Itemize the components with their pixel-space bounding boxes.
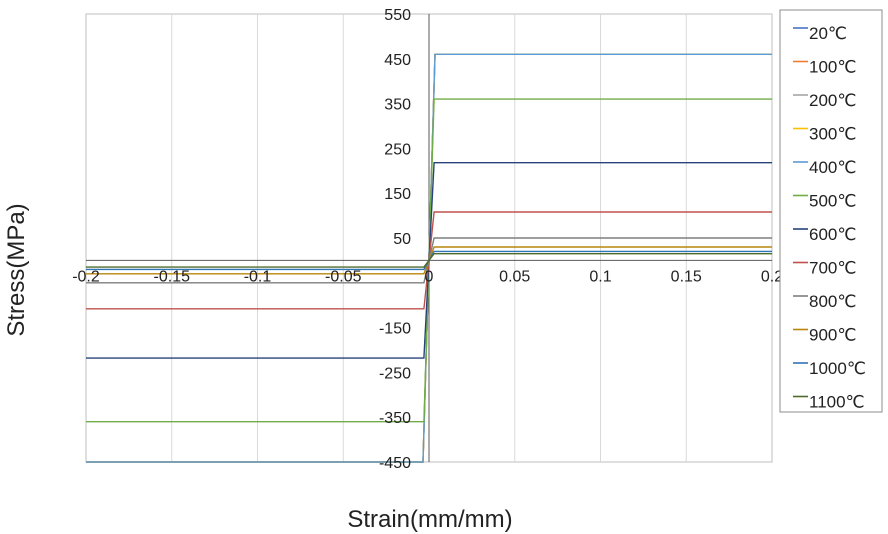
x-tick-label: -0.1 [244, 268, 272, 285]
legend-entry: 700℃ [809, 259, 856, 278]
tick-labels: -0.2 -0.15 -0.1 -0.05 0 0.05 0.1 0.15 0.2 -450 -35… [72, 7, 783, 472]
x-tick-label: -0.15 [154, 268, 191, 285]
y-tick-label: 50 [393, 231, 411, 248]
legend-entry: 200℃ [809, 91, 856, 110]
legend-entry: 1000℃ [809, 359, 866, 378]
legend-entry: 900℃ [809, 326, 856, 345]
y-tick-label: 250 [384, 141, 411, 158]
y-tick-label: 450 [384, 52, 411, 69]
legend-entry: 400℃ [809, 158, 856, 177]
legend: 20℃ 100℃ 200℃ 300℃ 400℃ 500℃ 600℃ 700℃ 800℃ 900℃ 1… [793, 24, 866, 412]
legend-entry: 20℃ [809, 24, 847, 43]
legend-entry: 300℃ [809, 125, 856, 144]
x-tick-label: 0 [425, 268, 434, 285]
legend-entry: 600℃ [809, 225, 856, 244]
legend-entry: 800℃ [809, 292, 856, 311]
x-tick-label: 0.1 [589, 268, 611, 285]
y-tick-label: -450 [379, 455, 411, 472]
x-tick-label: 0.15 [671, 268, 702, 285]
y-tick-label: -250 [379, 365, 411, 382]
legend-box [779, 9, 883, 413]
x-tick-label: -0.2 [72, 268, 100, 285]
series-line-11 [86, 252, 772, 268]
series-lines [86, 53, 772, 463]
y-tick-label: 350 [384, 97, 411, 114]
y-tick-label: 550 [384, 7, 411, 24]
x-tick-label: -0.05 [325, 268, 362, 285]
legend-entry: 1100℃ [809, 393, 865, 412]
x-tick-label: 0.2 [761, 268, 783, 285]
legend-entry: 500℃ [809, 192, 856, 211]
x-tick-label: 0.05 [499, 268, 530, 285]
legend-entry: 100℃ [809, 58, 856, 77]
y-tick-label: -350 [379, 410, 411, 427]
y-axis-title: Stress(MPa) [3, 203, 30, 336]
y-tick-label: -150 [379, 321, 411, 338]
x-axis-title: Strain(mm/mm) [347, 506, 512, 533]
y-tick-label: 150 [384, 186, 411, 203]
